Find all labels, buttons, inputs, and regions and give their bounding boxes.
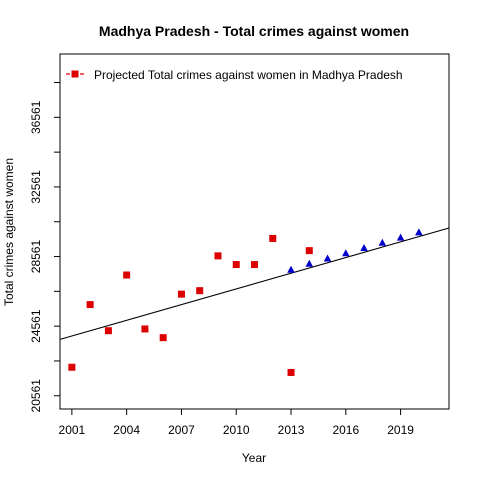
- observed-point: [104, 327, 112, 335]
- observed-point: [86, 301, 94, 309]
- plot-box: [59, 53, 450, 410]
- x-tick-label: 2004: [113, 423, 140, 437]
- x-tick-label: 2016: [332, 423, 359, 437]
- observed-point: [159, 334, 167, 342]
- observed-point: [177, 290, 185, 298]
- points-layer: [68, 228, 423, 376]
- trend-line: [59, 227, 450, 340]
- observed-point: [287, 368, 295, 376]
- y-tick-label: 28561: [29, 240, 43, 274]
- y-axis-label: Total crimes against women: [2, 158, 16, 306]
- x-tick-label: 2007: [168, 423, 195, 437]
- observed-point: [232, 261, 240, 269]
- y-tick-label: 24561: [29, 309, 43, 343]
- x-tick-label: 2001: [59, 423, 86, 437]
- x-axis: 2001 2004 2007 2010 2013 2016 2019: [59, 409, 414, 437]
- observed-point: [68, 363, 76, 371]
- observed-point: [305, 247, 313, 255]
- x-tick-label: 2013: [278, 423, 305, 437]
- legend-label: Projected Total crimes against women in …: [94, 68, 403, 82]
- chart-title: Madhya Pradesh - Total crimes against wo…: [99, 23, 409, 39]
- x-tick-label: 2010: [223, 423, 250, 437]
- projected-point: [305, 259, 314, 267]
- projected-point: [342, 249, 350, 257]
- trend-layer: [59, 227, 450, 340]
- observed-point: [269, 234, 277, 242]
- y-tick-label: 32561: [29, 170, 43, 204]
- observed-point: [251, 261, 258, 269]
- legend-marker: [71, 70, 79, 78]
- y-tick-label: 36561: [29, 100, 43, 134]
- x-axis-label: Year: [242, 451, 266, 465]
- observed-point: [141, 325, 149, 333]
- observed-point: [196, 287, 204, 295]
- projected-point: [396, 233, 405, 241]
- observed-point: [214, 252, 222, 260]
- projected-point: [415, 228, 423, 236]
- projected-point: [323, 254, 332, 262]
- legend: Projected Total crimes against women in …: [66, 68, 403, 82]
- projected-point: [287, 265, 295, 273]
- observed-point: [123, 271, 131, 279]
- projected-point: [360, 244, 368, 252]
- y-axis: 20561 24561 28561 32561 36561: [29, 82, 60, 413]
- projected-point: [378, 238, 387, 246]
- y-tick-label: 20561: [29, 379, 43, 413]
- x-tick-label: 2019: [387, 423, 414, 437]
